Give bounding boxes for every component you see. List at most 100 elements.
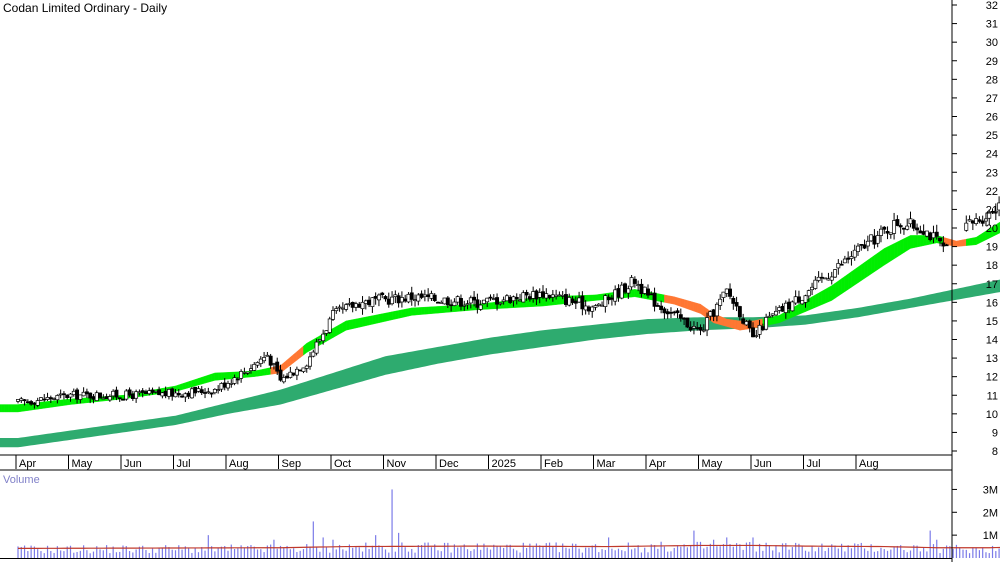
candle-body <box>481 299 486 304</box>
candle-body <box>436 301 440 304</box>
candle-body <box>350 301 355 308</box>
candle-body <box>915 227 920 231</box>
candle-body <box>524 291 529 296</box>
candle-body <box>908 218 913 225</box>
candle-body <box>760 326 765 331</box>
candle-body <box>511 296 516 302</box>
short-band-segment-down <box>693 302 698 313</box>
candle-body <box>439 301 444 304</box>
short-band-segment-up <box>857 264 862 284</box>
candle-body <box>121 398 125 401</box>
short-band-segment-up <box>779 313 783 324</box>
candle-body <box>728 288 732 297</box>
short-band-segment-up <box>598 293 603 301</box>
short-band-segment-up <box>260 368 265 376</box>
short-band-segment-up <box>864 259 869 279</box>
candle-body <box>130 393 135 399</box>
candle-body <box>22 399 27 402</box>
short-band-segment-up <box>332 326 337 338</box>
candle-body <box>55 395 60 401</box>
candle-body <box>659 305 664 310</box>
short-band-segment-down <box>697 302 701 314</box>
candle-body <box>91 396 96 400</box>
short-band-segment-up <box>382 312 386 323</box>
candle-body <box>501 299 506 302</box>
candle-body <box>527 296 532 300</box>
candle-body <box>432 294 437 301</box>
candle-body <box>603 295 608 307</box>
candle-body <box>291 372 296 376</box>
candle-body <box>865 240 870 247</box>
candle-body <box>885 231 890 234</box>
candle-body <box>462 304 467 307</box>
candle-body <box>203 392 207 394</box>
candle-body <box>586 306 591 312</box>
candle-body <box>839 263 844 266</box>
candle-body <box>271 363 276 365</box>
candle-body <box>544 293 549 299</box>
candle-body <box>632 278 637 284</box>
short-band-segment-up <box>877 250 882 270</box>
candle-body <box>311 351 316 357</box>
candle-body <box>268 355 273 366</box>
short-band-segment-down <box>674 296 678 306</box>
short-band-segment-down <box>729 319 734 329</box>
short-band-segment-down <box>736 320 741 331</box>
short-band-segment-up <box>421 306 426 315</box>
candle-body <box>252 364 257 371</box>
candle-body <box>895 219 900 226</box>
volume-tick-label: 3M <box>983 484 998 496</box>
candle-body <box>357 303 362 308</box>
candle-body <box>711 309 716 317</box>
short-band-segment-up <box>861 261 865 281</box>
short-band-segment-up <box>769 316 773 326</box>
candle-body <box>363 300 368 304</box>
candle-body <box>974 218 979 224</box>
candle-body <box>242 371 247 374</box>
candle-body <box>541 291 545 298</box>
candle-body <box>98 392 102 398</box>
short-band-segment-up <box>414 307 419 316</box>
candle-body <box>65 394 70 399</box>
short-band-segment-up <box>437 306 442 314</box>
candle-body <box>997 202 1000 211</box>
candle-body <box>741 318 746 324</box>
price-tick-label: 15 <box>986 316 998 328</box>
candle-body <box>68 393 73 398</box>
candle-body <box>701 329 706 332</box>
candle-body <box>370 297 375 307</box>
short-band-segment-up <box>339 322 344 335</box>
candle-body <box>833 269 837 278</box>
candle-body <box>678 314 683 319</box>
candle-body <box>816 276 821 281</box>
date-tick-label: Mar <box>597 458 616 470</box>
volume-panel-title: Volume <box>3 474 40 486</box>
candle-body <box>751 327 755 338</box>
short-band-segment-down <box>677 297 682 307</box>
price-tick-label: 22 <box>986 186 998 198</box>
candle-body <box>669 311 673 314</box>
short-band-segment-down <box>719 315 724 326</box>
short-band-segment-up <box>828 285 832 303</box>
price-tick-label: 9 <box>992 427 998 439</box>
candle-body <box>413 299 417 302</box>
candle-body <box>921 231 926 235</box>
candle-body <box>672 311 677 314</box>
short-band-segment-up <box>887 244 892 264</box>
candle-body <box>485 297 490 303</box>
candle-body <box>285 375 290 379</box>
candle-body <box>724 288 729 294</box>
candle-body <box>445 297 450 306</box>
candle-body <box>422 294 427 298</box>
price-tick-label: 20 <box>986 223 998 235</box>
volume-tick-label: 2M <box>983 507 998 519</box>
candle-body <box>249 368 253 371</box>
candle-body <box>590 306 595 312</box>
short-band-segment-up <box>83 397 88 404</box>
candle-body <box>882 226 887 230</box>
candle-body <box>419 293 424 298</box>
date-tick-label: 2025 <box>492 458 516 470</box>
date-tick-label: May <box>702 458 723 470</box>
candle-body <box>459 298 463 307</box>
